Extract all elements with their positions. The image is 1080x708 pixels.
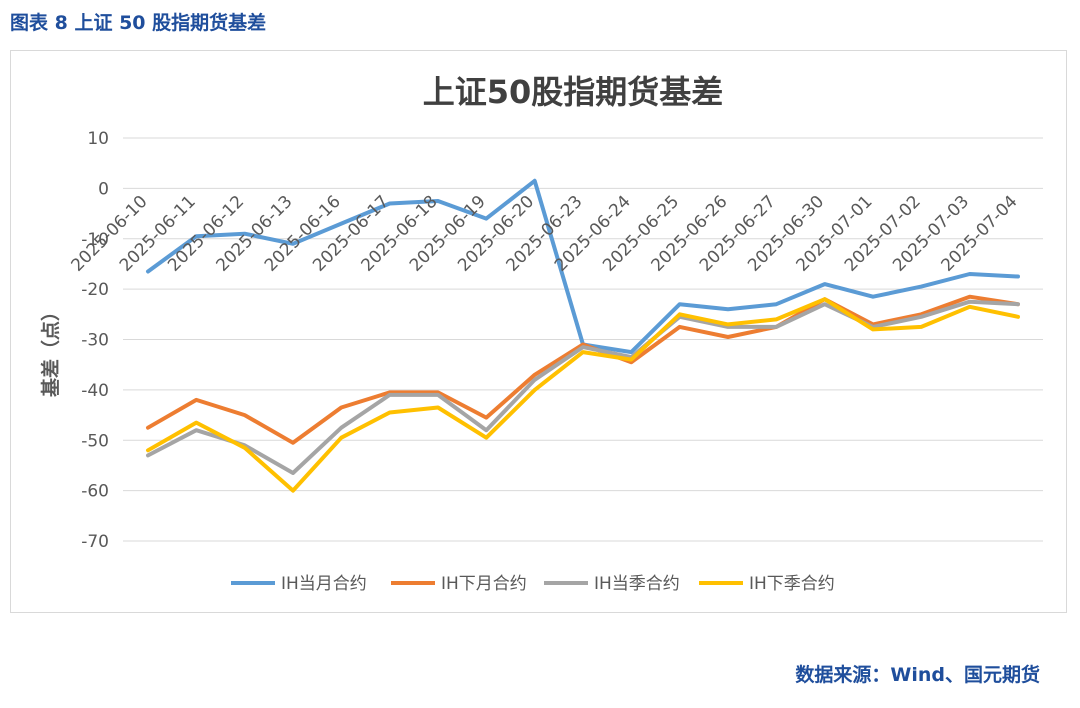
y-tick-label: 10	[87, 129, 109, 149]
y-axis-label: 基差（点）	[39, 302, 62, 398]
y-tick-label: -60	[81, 482, 109, 502]
y-tick-label: 0	[98, 179, 109, 199]
y-tick-label: -40	[81, 381, 109, 401]
legend-label: IH当季合约	[594, 574, 680, 594]
y-tick-label: -20	[81, 280, 109, 300]
series-line-4	[146, 297, 1020, 493]
y-tick-label: -30	[81, 331, 109, 351]
legend-label: IH下月合约	[441, 574, 527, 594]
legend-label: IH当月合约	[281, 574, 367, 594]
series-line-2	[146, 294, 1020, 445]
line-chart: 上证50股指期货基差100-10-20-30-40-50-60-70基差（点）2…	[39, 73, 1043, 594]
y-tick-label: -10	[81, 230, 109, 250]
y-tick-label: -50	[81, 431, 109, 451]
source-note: 数据来源：Wind、国元期货	[795, 664, 1040, 686]
figure-caption: 图表 8 上证 50 股指期货基差	[10, 12, 267, 34]
series-line-3	[146, 299, 1020, 475]
chart-title: 上证50股指期货基差	[423, 73, 724, 111]
y-tick-label: -70	[81, 532, 109, 552]
legend-label: IH下季合约	[749, 574, 835, 594]
chart-frame: 上证50股指期货基差 10 0 -10 -20 -30 -40 -50 -60 -70 基差（点） 2…	[10, 50, 1067, 613]
